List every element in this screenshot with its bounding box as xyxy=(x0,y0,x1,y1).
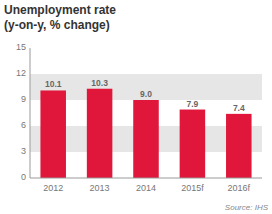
data-label: 7.4 xyxy=(233,103,245,113)
x-tick-label: 2012 xyxy=(43,183,63,193)
y-tick-label: 12 xyxy=(16,68,26,78)
y-axis: 0 3 6 9 12 15 xyxy=(16,42,26,182)
y-tick-label: 15 xyxy=(16,42,26,52)
x-tick-label: 2014 xyxy=(136,183,156,193)
data-label: 10.1 xyxy=(45,79,62,89)
bar xyxy=(180,110,206,178)
bar xyxy=(226,114,252,178)
bar xyxy=(133,100,159,178)
data-labels: 10.1 10.3 9.0 7.9 7.4 xyxy=(45,78,245,113)
source-note: Source: IHS xyxy=(225,203,269,212)
y-axis-line xyxy=(30,48,31,178)
title: Unemployment rate xyxy=(4,3,116,17)
y-tick-label: 9 xyxy=(21,94,26,104)
x-tick-label: 2015f xyxy=(181,183,204,193)
bars xyxy=(40,89,251,178)
x-axis-line xyxy=(30,178,262,179)
y-tick-label: 0 xyxy=(21,172,26,182)
chart-container: Unemployment rate(y-on-y, % change) 0 3 6 9 1… xyxy=(0,0,272,214)
subtitle: (y-on-y, % change) xyxy=(4,18,110,32)
x-axis: 2012 2013 2014 2015f 2016f xyxy=(43,183,250,193)
data-label: 9.0 xyxy=(140,89,152,99)
x-tick-label: 2013 xyxy=(90,183,110,193)
chart: Unemployment rate(y-on-y, % change) 0 3 6 9 1… xyxy=(0,0,272,214)
bar xyxy=(40,90,66,178)
x-tick-label: 2016f xyxy=(228,183,251,193)
data-label: 7.9 xyxy=(186,99,198,109)
bar xyxy=(87,89,113,178)
y-tick-label: 6 xyxy=(21,120,26,130)
data-label: 10.3 xyxy=(91,78,108,88)
y-tick-label: 3 xyxy=(21,146,26,156)
